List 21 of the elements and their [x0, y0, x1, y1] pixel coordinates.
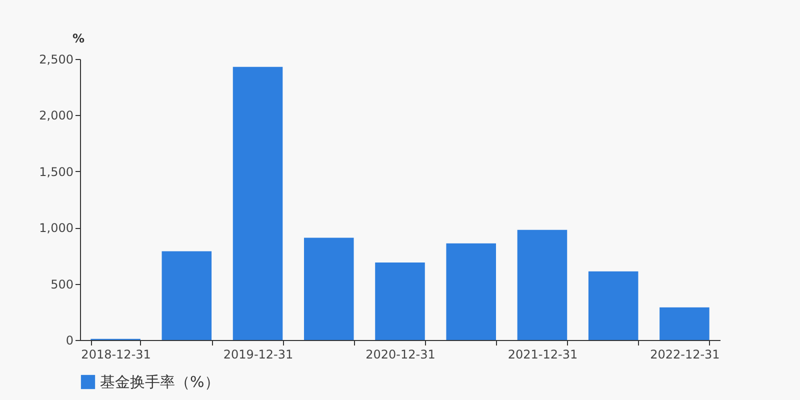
- y-axis-title: %: [72, 32, 85, 46]
- bar: [446, 243, 496, 340]
- y-tick-label: 1,500: [39, 164, 74, 179]
- legend-label: 基金换手率（%）: [100, 373, 220, 391]
- y-tick-label: 500: [50, 277, 74, 292]
- bar: [588, 271, 638, 340]
- x-tick-label: 2022-12-31: [650, 348, 720, 362]
- bar: [232, 66, 283, 340]
- x-tick-label: 2019-12-31: [223, 348, 294, 362]
- bar: [375, 262, 425, 340]
- x-tick-label: 2021-12-31: [508, 348, 578, 362]
- x-tick-label: 2020-12-31: [366, 348, 436, 362]
- y-tick-label: 2,500: [39, 52, 74, 66]
- y-tick-label: 1,000: [39, 221, 74, 236]
- bar: [304, 238, 354, 340]
- y-tick-label: 0: [66, 334, 74, 348]
- y-tick-label: 2,000: [39, 108, 74, 123]
- bar: [660, 307, 710, 340]
- bar: [162, 251, 212, 340]
- x-tick-label: 2018-12-31: [81, 348, 151, 362]
- bar: [517, 230, 568, 340]
